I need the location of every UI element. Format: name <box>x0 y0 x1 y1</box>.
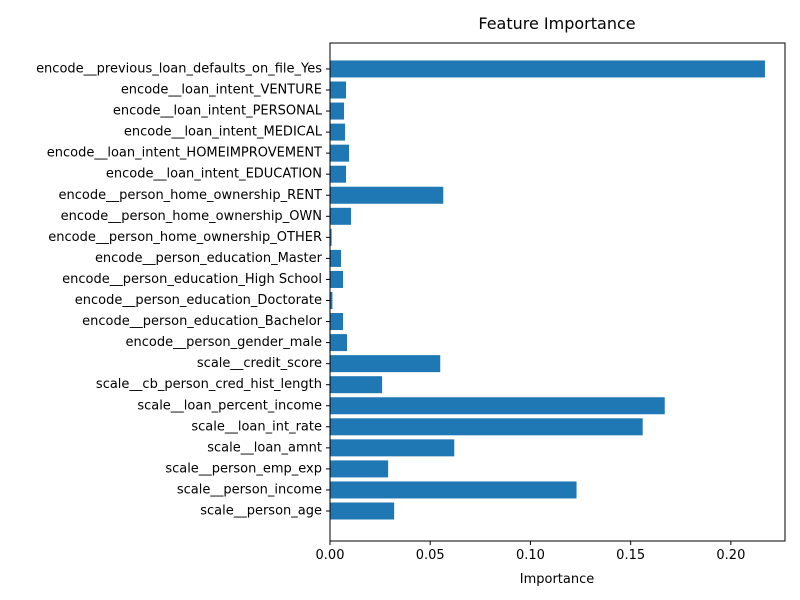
bar <box>330 270 344 288</box>
x-tick-label: 0.10 <box>516 548 545 563</box>
category-label: encode__person_education_Bachelor <box>82 314 322 329</box>
category-label: encode__person_home_ownership_OTHER <box>48 230 322 245</box>
bar <box>330 460 389 478</box>
category-label: scale__person_age <box>200 504 322 519</box>
bar <box>330 481 577 499</box>
x-tick-label: 0.20 <box>716 548 745 563</box>
category-label: scale__loan_percent_income <box>137 398 322 413</box>
category-label: encode__person_home_ownership_OWN <box>61 209 322 224</box>
category-label: scale__credit_score <box>197 356 322 371</box>
chart-title: Feature Importance <box>478 14 635 33</box>
bar <box>330 418 643 436</box>
x-axis: 0.00 0.05 0.10 0.15 0.20 <box>316 541 745 563</box>
bar <box>330 249 342 267</box>
category-label: encode__person_education_Master <box>95 251 323 266</box>
bar <box>330 502 395 520</box>
category-label: scale__loan_int_rate <box>191 419 322 434</box>
bar <box>330 376 383 394</box>
category-label: scale__person_income <box>177 482 322 497</box>
bar <box>330 165 347 183</box>
category-label: encode__person_gender_male <box>126 335 322 350</box>
category-label: encode__loan_intent_VENTURE <box>121 83 322 98</box>
bar <box>330 228 332 246</box>
category-label: encode__loan_intent_HOMEIMPROVEMENT <box>47 146 322 161</box>
category-label: encode__person_education_Doctorate <box>75 293 322 308</box>
x-tick-label: 0.15 <box>616 548 645 563</box>
bar <box>330 60 765 78</box>
category-label: encode__previous_loan_defaults_on_file_Y… <box>36 61 322 76</box>
bar <box>330 123 346 141</box>
bar <box>330 144 350 162</box>
bar <box>330 334 348 352</box>
bar <box>330 439 455 457</box>
x-tick-label: 0.05 <box>416 548 445 563</box>
category-label: scale__cb_person_cred_hist_length <box>96 377 322 392</box>
bar <box>330 102 345 120</box>
bar <box>330 313 344 331</box>
category-label: scale__person_emp_exp <box>165 461 322 476</box>
x-axis-label: Importance <box>520 572 595 587</box>
bar <box>330 355 441 373</box>
category-label: encode__loan_intent_EDUCATION <box>106 167 322 182</box>
bar <box>330 292 333 309</box>
bar <box>330 186 444 204</box>
bar <box>330 397 665 415</box>
category-label: encode__person_home_ownership_RENT <box>59 188 323 203</box>
plot-frame <box>329 42 786 542</box>
bar <box>330 81 347 99</box>
category-label: encode__person_education_High School <box>62 272 322 287</box>
category-label: scale__loan_amnt <box>207 440 322 455</box>
category-labels: scale__person_age scale__person_income sca… <box>36 61 330 519</box>
bar <box>330 207 352 225</box>
bars-group <box>330 60 765 520</box>
category-label: encode__loan_intent_MEDICAL <box>124 125 323 140</box>
x-tick-label: 0.00 <box>316 548 345 563</box>
category-label: encode__loan_intent_PERSONAL <box>113 104 323 119</box>
